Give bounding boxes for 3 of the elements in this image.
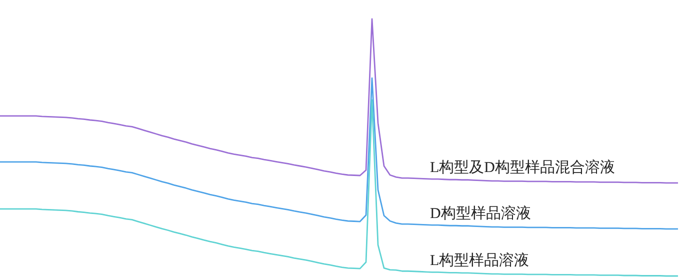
series-label: D构型样品溶液: [430, 205, 531, 222]
series-label: L构型及D构型样品混合溶液: [430, 159, 615, 176]
series-label: L构型样品溶液: [430, 252, 530, 270]
